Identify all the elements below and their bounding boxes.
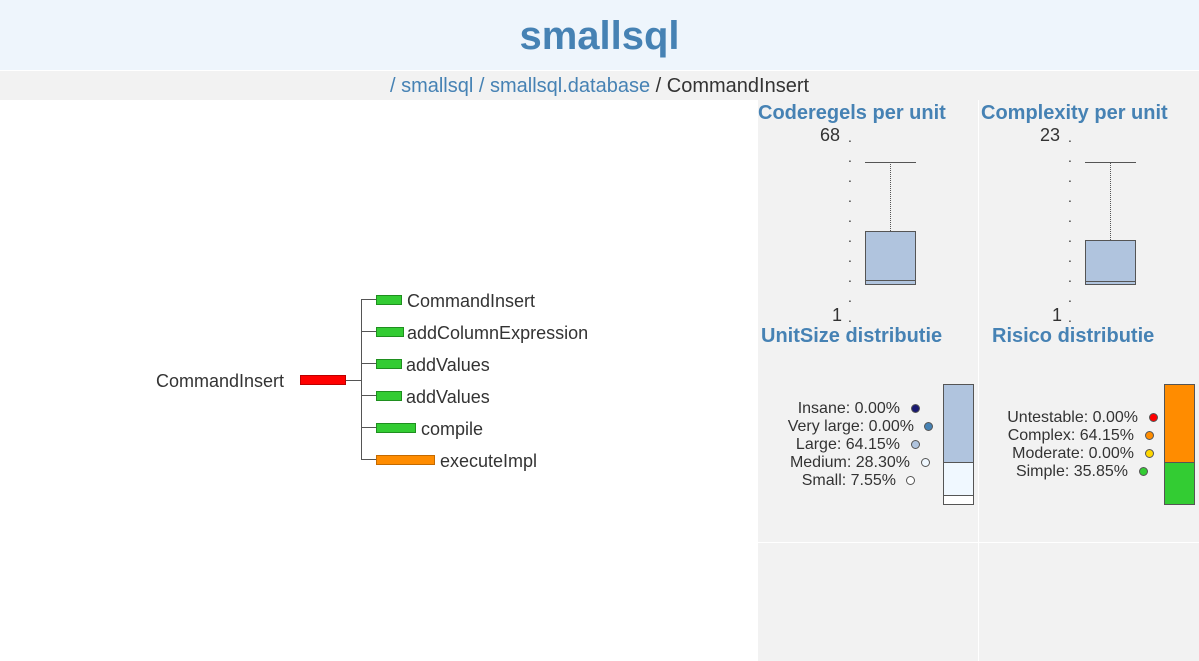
codelines-whisker <box>890 162 891 231</box>
page-title: smallsql <box>519 14 680 58</box>
breadcrumb-separator: / <box>650 75 667 97</box>
complexity-title: Complexity per unit <box>981 102 1168 124</box>
risico-title: Risico distributie <box>992 325 1155 347</box>
tree-node-bar[interactable] <box>376 359 402 369</box>
tree-node-label[interactable]: executeImpl <box>440 451 538 471</box>
unitsize-legend-dot <box>921 458 930 467</box>
complexity-axis-dots: .......... <box>1068 129 1072 325</box>
unitsize-stacked-bar <box>943 384 974 505</box>
breadcrumb-link-database[interactable]: smallsql.database <box>490 75 651 97</box>
unitsize-title: UnitSize distributie <box>761 325 943 347</box>
tree-node-bar[interactable] <box>376 391 402 401</box>
risico-segment-complex <box>1165 385 1194 462</box>
unitsize-legend-dot <box>911 404 920 413</box>
tree-connector <box>361 395 376 396</box>
codelines-axis-dots: .......... <box>848 129 852 325</box>
codelines-box <box>865 231 916 285</box>
tree-connector <box>361 363 376 364</box>
unitsize-legend-dot <box>906 476 915 485</box>
tree-node-label[interactable]: compile <box>421 419 484 439</box>
complexity-max: 23 <box>1040 125 1061 145</box>
breadcrumb-separator: / <box>473 75 490 97</box>
tree-connector <box>361 459 376 460</box>
risico-legend-label: Simple: 35.85% <box>1015 463 1128 480</box>
tree-connector <box>361 299 362 460</box>
tree-connector <box>361 427 376 428</box>
panel-empty <box>979 543 1199 661</box>
panel-complexity <box>979 100 1199 542</box>
breadcrumb-separator: / <box>389 75 402 97</box>
tree-node-label[interactable]: addValues <box>406 387 490 407</box>
unitsize-legend-dot <box>911 440 920 449</box>
unitsize-legend-dot <box>924 422 933 431</box>
breadcrumb-current: CommandInsert <box>666 75 810 97</box>
tree-node-bar[interactable] <box>376 455 435 465</box>
complexity-min: 1 <box>1052 305 1063 325</box>
risico-stacked-bar <box>1164 384 1195 505</box>
unitsize-legend-label: Insane: 0.00% <box>797 400 900 417</box>
header-bar: smallsql <box>0 0 1199 70</box>
unitsize-legend-label: Very large: 0.00% <box>787 418 914 435</box>
codelines-min: 1 <box>832 305 843 325</box>
risico-segment-simple <box>1165 462 1194 504</box>
tree-connector <box>361 331 376 332</box>
breadcrumb-link-smallsql[interactable]: smallsql <box>401 75 474 97</box>
unitsize-legend-label: Large: 64.15% <box>795 436 900 453</box>
breadcrumb: / smallsql / smallsql.database / Command… <box>0 71 1199 100</box>
tree-root-label: CommandInsert <box>156 371 285 391</box>
risico-legend-dot <box>1139 467 1148 476</box>
risico-legend-dot <box>1145 431 1154 440</box>
risico-legend-dot <box>1145 449 1154 458</box>
tree-node-label[interactable]: addValues <box>406 355 490 375</box>
risico-legend-label: Untestable: 0.00% <box>1007 409 1138 426</box>
risico-legend-label: Moderate: 0.00% <box>1012 445 1134 462</box>
risico-legend-label: Complex: 64.15% <box>1007 427 1134 444</box>
tree-root-bar[interactable] <box>300 375 346 385</box>
tree-node-label[interactable]: addColumnExpression <box>407 323 589 343</box>
unitsize-segment-small <box>944 495 973 504</box>
tree-node-bar[interactable] <box>376 423 416 433</box>
unitsize-segment-large <box>944 385 973 462</box>
codelines-median <box>865 280 916 281</box>
tree-connector <box>361 299 376 300</box>
unitsize-legend-label: Small: 7.55% <box>801 472 896 489</box>
unit-tree: CommandInsert CommandInsert addColumnExp… <box>0 100 758 661</box>
unitsize-segment-medium <box>944 462 973 495</box>
risico-legend-dot <box>1149 413 1158 422</box>
tree-node-bar[interactable] <box>376 295 402 305</box>
panel-codelines <box>758 100 978 542</box>
tree-node-label[interactable]: CommandInsert <box>407 291 536 311</box>
unitsize-legend-label: Medium: 28.30% <box>789 454 910 471</box>
codelines-title: Coderegels per unit <box>758 102 946 124</box>
panel-empty <box>758 543 978 661</box>
tree-node-bar[interactable] <box>376 327 404 337</box>
tree-connector <box>346 380 361 381</box>
complexity-median <box>1085 281 1136 282</box>
complexity-whisker <box>1110 162 1111 240</box>
codelines-max: 68 <box>820 125 841 145</box>
complexity-box <box>1085 240 1136 285</box>
